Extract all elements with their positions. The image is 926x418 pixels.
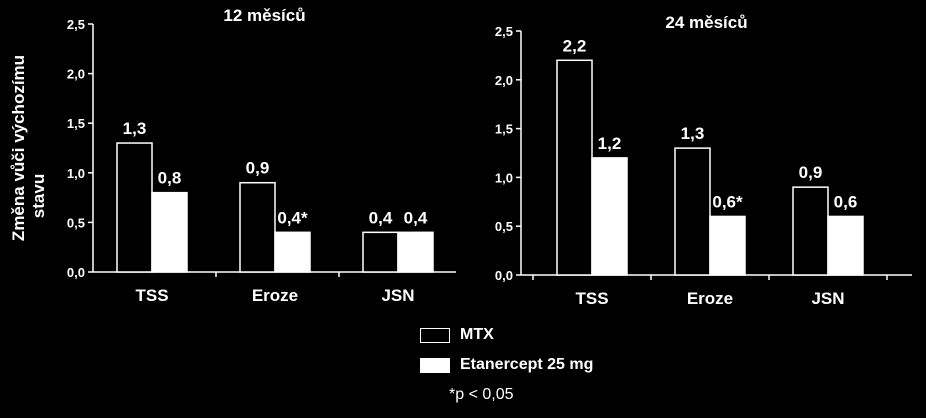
y-tick-label: 1,0 (495, 170, 513, 185)
y-tick-label: 1,0 (67, 166, 85, 181)
bar-etanercept-jsn (827, 215, 864, 276)
data-label: 1,3 (681, 124, 705, 143)
legend-swatch-mtx (420, 327, 450, 343)
bar-etanercept-tss (591, 157, 628, 276)
bar-mtx-jsn (792, 186, 829, 276)
legend: MTX Etanercept 25 mg (420, 322, 593, 382)
legend-label-mtx: MTX (460, 326, 494, 343)
data-label: 2,2 (563, 36, 587, 55)
panel-title: 24 měsíců (665, 13, 747, 32)
category-label-jsn: JSN (811, 289, 844, 308)
category-label-tss: TSS (575, 289, 608, 308)
data-label: 0,8 (158, 169, 182, 188)
category-label-jsn: JSN (381, 286, 414, 305)
bar-etanercept-tss (151, 191, 188, 273)
legend-label-etanercept: Etanercept 25 mg (460, 356, 594, 373)
data-label: 0,9 (799, 163, 823, 182)
data-label: 1,3 (123, 119, 147, 138)
y-axis-label: Změna vůči výchozímustavu (9, 55, 48, 241)
category-label-tss: TSS (135, 286, 168, 305)
y-tick-label: 2,5 (495, 24, 513, 39)
footnote: *p < 0,05 (449, 386, 514, 403)
y-tick-label: 2,0 (67, 67, 85, 82)
data-label: 0,6* (712, 192, 743, 211)
bar-mtx-jsn (362, 231, 399, 273)
y-tick-label: 1,5 (495, 122, 513, 137)
data-label: 0,6 (834, 192, 858, 211)
y-tick-label: 0,0 (67, 265, 85, 280)
data-label: 0,4* (277, 208, 308, 227)
data-label: 1,2 (598, 134, 622, 153)
bar-etanercept-eroze (274, 231, 311, 273)
bar-mtx-eroze (674, 147, 711, 276)
data-label: 0,4 (369, 208, 393, 227)
panel-2: 24 měsíců 0,0 0,5 1,0 1,5 2,0 2,5 2,2 1,2 TSS 1,3 0… (495, 13, 912, 308)
data-label: 0,4 (404, 208, 428, 227)
y-tick-label: 0,0 (495, 268, 513, 283)
y-tick-label: 1,5 (67, 116, 85, 131)
bar-mtx-eroze (239, 181, 276, 273)
category-label-eroze: Eroze (687, 289, 733, 308)
category-label-eroze: Eroze (252, 286, 298, 305)
legend-item-etanercept: Etanercept 25 mg (420, 352, 593, 378)
y-tick-label: 2,5 (67, 17, 85, 32)
bar-mtx-tss (116, 142, 153, 273)
y-tick-label: 0,5 (67, 215, 85, 230)
y-tick-label: 2,0 (495, 73, 513, 88)
panel-1: 12 měsíců 0,0 0,5 1,0 1,5 2,0 2,5 1,3 0,8 TSS 0,9 0… (67, 6, 456, 305)
y-tick-label: 0,5 (495, 219, 513, 234)
legend-item-mtx: MTX (420, 322, 593, 348)
legend-swatch-etanercept (420, 357, 450, 373)
panel-title: 12 měsíců (223, 6, 305, 25)
bar-mtx-tss (556, 59, 593, 276)
bar-etanercept-jsn (397, 231, 434, 273)
bar-etanercept-eroze (709, 215, 746, 276)
data-label: 0,9 (246, 159, 270, 178)
